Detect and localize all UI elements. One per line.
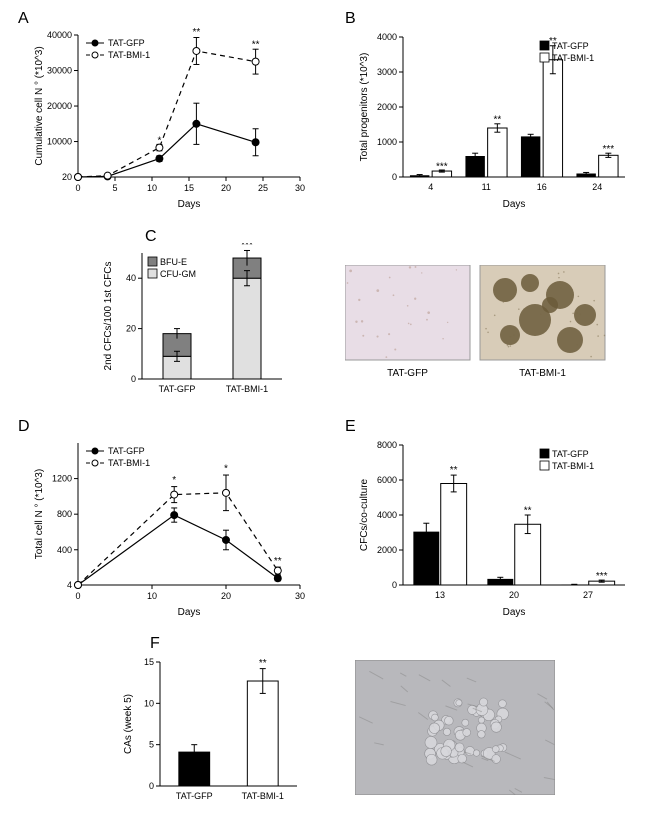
svg-text:4000: 4000 (377, 510, 397, 520)
svg-text:10000: 10000 (47, 137, 72, 147)
svg-text:BFU-E: BFU-E (160, 257, 187, 267)
svg-text:TAT-GFP: TAT-GFP (176, 791, 213, 801)
panel-label-d: D (18, 418, 30, 436)
svg-text:Cumulative cell N ° (*10^3): Cumulative cell N ° (*10^3) (34, 46, 45, 165)
svg-text:30: 30 (295, 183, 305, 193)
svg-text:4: 4 (428, 182, 433, 192)
svg-text:15: 15 (184, 183, 194, 193)
svg-text:20: 20 (221, 183, 231, 193)
panel-d: 4 400 800 1200 0 10 20 30 Days Total cell N ° (*1… (30, 433, 310, 618)
svg-text:TAT-BMI-1: TAT-BMI-1 (226, 384, 268, 394)
svg-text:800: 800 (57, 509, 72, 519)
svg-text:**: ** (252, 39, 260, 50)
panel-f-photo (355, 660, 555, 795)
svg-text:4000: 4000 (377, 32, 397, 42)
svg-text:10: 10 (147, 591, 157, 601)
svg-text:11: 11 (482, 182, 491, 192)
svg-text:15: 15 (144, 657, 154, 667)
svg-text:1200: 1200 (52, 474, 72, 484)
svg-text:*: * (157, 135, 161, 146)
svg-text:10: 10 (144, 698, 154, 708)
svg-text:8000: 8000 (377, 440, 397, 450)
svg-text:CAs (week 5): CAs (week 5) (123, 694, 134, 754)
svg-text:20: 20 (126, 324, 136, 334)
svg-text:3000: 3000 (377, 67, 397, 77)
svg-text:**: ** (193, 27, 201, 38)
svg-text:2000: 2000 (377, 102, 397, 112)
svg-text:TAT-BMI-1: TAT-BMI-1 (108, 50, 150, 60)
svg-text:Total progenitors (*10^3): Total progenitors (*10^3) (359, 53, 370, 162)
svg-text:2000: 2000 (377, 545, 397, 555)
svg-text:0: 0 (392, 580, 397, 590)
svg-text:**: ** (450, 465, 458, 476)
svg-text:TAT-BMI-1: TAT-BMI-1 (519, 368, 566, 379)
panel-c-photos: TAT-GFP TAT-BMI-1 (345, 265, 615, 390)
svg-text:**: ** (524, 505, 532, 516)
svg-text:4: 4 (67, 580, 72, 590)
figure-root: A 2010000200003000040000051015202530Days… (10, 10, 640, 822)
svg-text:*: * (172, 475, 176, 486)
svg-text:TAT-BMI-1: TAT-BMI-1 (108, 458, 150, 468)
svg-text:10: 10 (147, 183, 157, 193)
svg-text:1000: 1000 (377, 137, 397, 147)
svg-text:24: 24 (592, 182, 602, 192)
svg-text:0: 0 (75, 591, 80, 601)
svg-text:16: 16 (537, 182, 547, 192)
svg-text:CFCs/co-culture: CFCs/co-culture (359, 478, 370, 551)
svg-text:0: 0 (392, 172, 397, 182)
panel-e: 0 2000 4000 6000 8000 13 20 27 Days CFCs/co-cultu… (355, 433, 635, 618)
svg-text:Days: Days (178, 607, 201, 618)
panel-f-chart: 0 5 10 15 CAs (week 5) TAT-GFP TAT-BMI-1 ** (120, 650, 305, 810)
svg-text:TAT-GFP: TAT-GFP (159, 384, 196, 394)
panel-label-a: A (18, 10, 29, 28)
svg-text:20: 20 (509, 590, 519, 600)
svg-text:13: 13 (435, 590, 445, 600)
svg-text:0: 0 (131, 374, 136, 384)
svg-text:**: ** (274, 556, 282, 567)
svg-text:27: 27 (583, 590, 593, 600)
svg-text:Total cell N ° (*10^3): Total cell N ° (*10^3) (34, 469, 45, 559)
panel-a: 20 10000 20000 30000 40000 0 5 10 15 20 25 30 Days Cu… (30, 25, 310, 210)
svg-text:TAT-GFP: TAT-GFP (108, 38, 145, 48)
svg-text:40000: 40000 (47, 30, 72, 40)
svg-text:400: 400 (57, 545, 72, 555)
panel-c-chart: 0 20 40 2nd CFCs/100 1st CFCs TAT-GFP TAT-BMI… (100, 243, 290, 403)
svg-text:6000: 6000 (377, 475, 397, 485)
svg-text:TAT-GFP: TAT-GFP (108, 446, 145, 456)
panel-b: 0 1000 2000 3000 4000 4 11 16 24 Days Total progen… (355, 25, 635, 210)
svg-text:*: * (224, 463, 228, 474)
svg-text:TAT-BMI-1: TAT-BMI-1 (552, 53, 594, 63)
svg-text:Days: Days (503, 607, 526, 618)
svg-text:TAT-BMI-1: TAT-BMI-1 (242, 791, 284, 801)
svg-text:***: *** (603, 144, 615, 155)
svg-text:***: *** (241, 243, 253, 251)
svg-text:30: 30 (295, 591, 305, 601)
svg-text:CFU-GM: CFU-GM (160, 269, 196, 279)
svg-text:TAT-GFP: TAT-GFP (552, 41, 589, 51)
svg-text:20: 20 (62, 172, 72, 182)
svg-text:20: 20 (221, 591, 231, 601)
svg-text:TAT-BMI-1: TAT-BMI-1 (552, 461, 594, 471)
svg-text:30000: 30000 (47, 66, 72, 76)
svg-text:Days: Days (503, 199, 526, 210)
svg-text:TAT-GFP: TAT-GFP (387, 368, 428, 379)
svg-text:***: *** (436, 161, 448, 172)
svg-text:20000: 20000 (47, 101, 72, 111)
svg-text:**: ** (259, 658, 267, 669)
svg-text:**: ** (493, 114, 501, 125)
svg-text:2nd CFCs/100 1st CFCs: 2nd CFCs/100 1st CFCs (103, 262, 114, 371)
svg-text:0: 0 (75, 183, 80, 193)
svg-text:5: 5 (112, 183, 117, 193)
svg-text:Days: Days (178, 199, 201, 210)
svg-text:TAT-GFP: TAT-GFP (552, 449, 589, 459)
svg-text:25: 25 (258, 183, 268, 193)
svg-text:0: 0 (149, 781, 154, 791)
svg-text:40: 40 (126, 273, 136, 283)
svg-text:***: *** (596, 571, 608, 582)
svg-text:5: 5 (149, 740, 154, 750)
